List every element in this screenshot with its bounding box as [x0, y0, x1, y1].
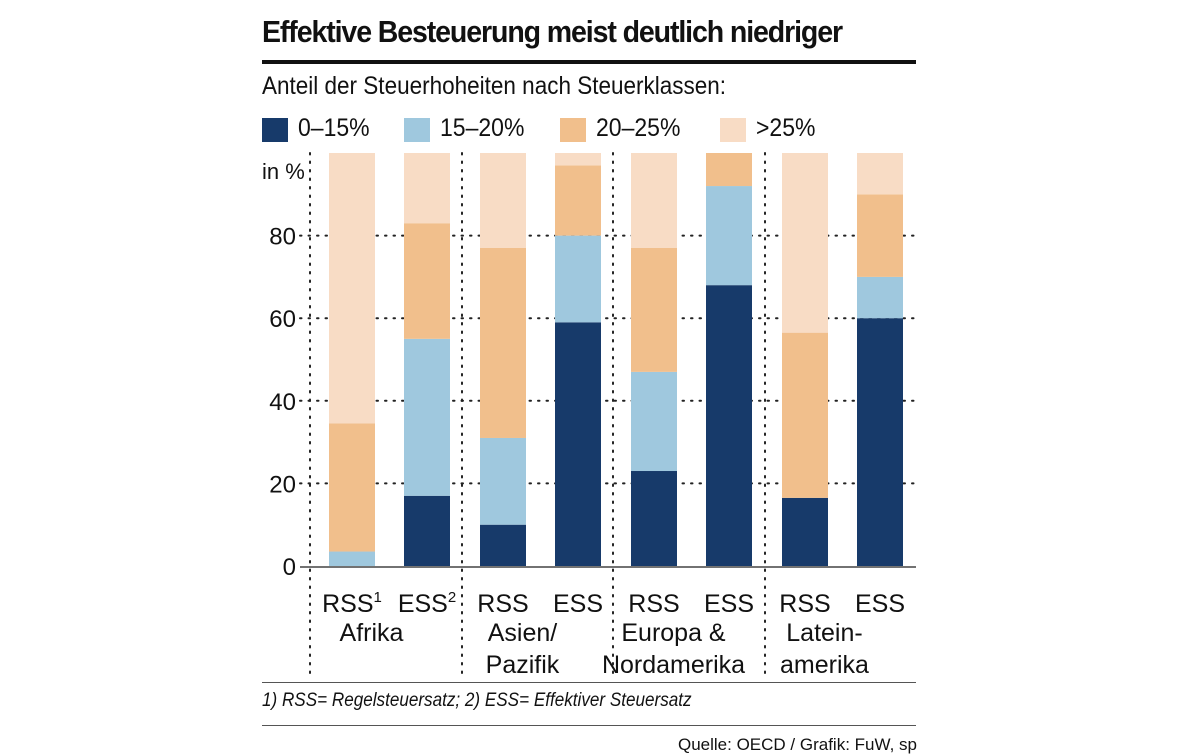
source-credit: Quelle: OECD / Grafik: FuW, sp	[677, 735, 917, 754]
bar-segment-asien-pazifik-rss-0-15	[480, 524, 526, 566]
bar-segment-afrika-ess-20-25	[404, 223, 450, 339]
group-label-1-line-1: Pazifik	[486, 651, 560, 679]
y-tick-label-0: 0	[283, 554, 296, 581]
legend-label-15-20: 15–20%	[440, 114, 525, 142]
bar-label-europa-nordamerika-ess: ESS	[704, 590, 754, 618]
bar-label-afrika-rss: RSS1	[322, 589, 382, 618]
bar-segment-europa-nordamerika-rss-15-20	[631, 371, 677, 472]
bar-label-lateinamerika-rss: RSS	[779, 590, 830, 618]
bar-segment-europa-nordamerika-ess-20-25	[706, 153, 752, 187]
title-rule	[262, 60, 916, 64]
chart-subtitle: Anteil der Steuerhoheiten nach Steuerkla…	[262, 72, 727, 100]
bar-segment-europa-nordamerika-rss-25	[631, 153, 677, 248]
legend-label-20-25: 20–25%	[596, 114, 681, 142]
bar-label-asien-pazifik-ess: ESS	[553, 590, 603, 618]
bar-segment-asien-pazifik-rss-15-20	[480, 437, 526, 525]
bar-label-asien-pazifik-rss: RSS	[477, 590, 528, 618]
legend-swatch-0-15	[262, 118, 288, 142]
bar-segment-asien-pazifik-ess-25	[555, 153, 601, 166]
bar-segment-europa-nordamerika-rss-20-25	[631, 247, 677, 372]
y-tick-label-40: 40	[269, 389, 296, 416]
bar-segment-afrika-rss-15-20	[329, 551, 375, 566]
bar-label-europa-nordamerika-rss: RSS	[628, 590, 679, 618]
bar-segment-europa-nordamerika-ess-0-15	[706, 285, 752, 566]
bar-label-afrika-ess: ESS2	[398, 589, 456, 618]
bar-segment-lateinamerika-ess-20-25	[857, 194, 903, 277]
group-label-2-line-0: Europa &	[621, 619, 726, 647]
bar-segment-afrika-rss-25	[329, 153, 375, 424]
group-label-3-line-0: Latein-	[786, 619, 862, 647]
footnote-rule-top	[262, 682, 916, 683]
y-axis-unit-label: in %	[262, 159, 305, 184]
bar-segment-lateinamerika-rss-25	[782, 153, 828, 333]
group-label-2-line-1: Nordamerika	[602, 651, 745, 679]
legend: 0–15% 15–20% 20–25% >25%	[262, 114, 922, 144]
bar-segment-asien-pazifik-ess-0-15	[555, 322, 601, 566]
footnote: 1) RSS= Regelsteuersatz; 2) ESS= Effekti…	[262, 690, 692, 711]
bar-segment-afrika-ess-0-15	[404, 495, 450, 566]
bar-segment-afrika-rss-20-25	[329, 423, 375, 552]
bar-label-lateinamerika-ess: ESS	[855, 590, 905, 618]
group-label-0-line-0: Afrika	[340, 619, 404, 647]
bar-segment-lateinamerika-ess-25	[857, 153, 903, 195]
chart-title: Effektive Besteuerung meist deutlich nie…	[262, 14, 843, 49]
bar-segment-lateinamerika-rss-0-15	[782, 497, 828, 566]
legend-swatch-over-25	[720, 118, 746, 142]
bar-segment-lateinamerika-ess-0-15	[857, 318, 903, 566]
y-tick-label-60: 60	[269, 306, 296, 333]
group-label-1-line-0: Asien/	[488, 619, 558, 647]
y-tick-label-20: 20	[269, 471, 296, 498]
bar-segment-lateinamerika-rss-20-25	[782, 332, 828, 498]
bar-segment-afrika-ess-25	[404, 153, 450, 224]
bar-segment-asien-pazifik-ess-20-25	[555, 165, 601, 236]
y-tick-label-80: 80	[269, 224, 296, 251]
group-label-3-line-1: amerika	[780, 651, 869, 679]
bar-segment-asien-pazifik-rss-20-25	[480, 247, 526, 438]
legend-swatch-15-20	[404, 118, 430, 142]
bar-segment-lateinamerika-ess-15-20	[857, 276, 903, 319]
bar-segment-europa-nordamerika-rss-0-15	[631, 471, 677, 566]
footnote-rule-bottom	[262, 725, 916, 726]
legend-swatch-20-25	[560, 118, 586, 142]
bar-segment-asien-pazifik-ess-15-20	[555, 235, 601, 323]
legend-label-0-15: 0–15%	[298, 114, 370, 142]
legend-label-over-25: >25%	[756, 114, 816, 142]
bar-segment-afrika-ess-15-20	[404, 338, 450, 496]
bar-segment-asien-pazifik-rss-25	[480, 153, 526, 248]
bar-segment-europa-nordamerika-ess-15-20	[706, 186, 752, 286]
